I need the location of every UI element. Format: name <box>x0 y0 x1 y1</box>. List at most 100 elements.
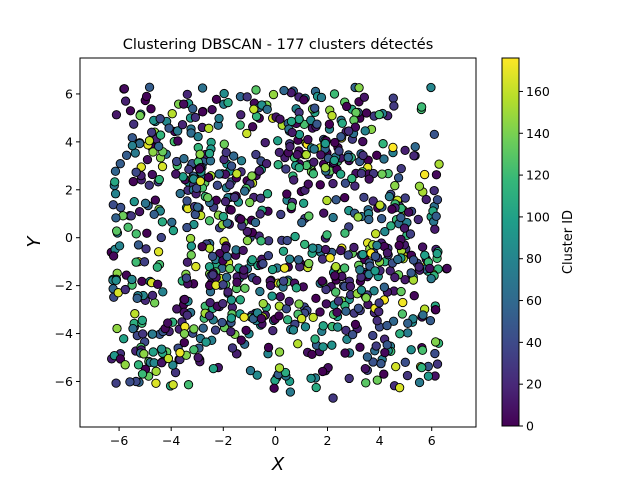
data-point <box>318 321 328 331</box>
data-point <box>372 150 382 160</box>
data-point <box>380 226 390 237</box>
data-point <box>276 209 286 220</box>
data-point <box>214 169 224 179</box>
data-point <box>285 254 295 264</box>
data-point <box>362 352 373 362</box>
data-point <box>256 236 266 246</box>
data-point <box>343 152 353 163</box>
data-point <box>388 316 399 326</box>
data-point <box>130 309 140 319</box>
data-point <box>343 250 353 260</box>
data-point <box>431 170 442 180</box>
data-point <box>154 141 164 152</box>
data-point <box>119 334 129 344</box>
data-point <box>167 109 177 119</box>
data-point <box>311 382 321 393</box>
data-point <box>288 325 299 335</box>
data-point <box>189 324 199 334</box>
data-point <box>414 181 425 191</box>
data-point <box>247 255 257 265</box>
data-point <box>299 95 309 105</box>
data-point <box>360 364 370 374</box>
data-point <box>279 85 289 96</box>
data-point <box>175 348 185 358</box>
data-point <box>282 189 292 199</box>
colorbar-label: Cluster ID <box>561 210 576 274</box>
data-point <box>408 255 419 265</box>
data-point <box>333 322 343 332</box>
data-point <box>331 287 341 297</box>
data-point <box>304 258 314 269</box>
data-point <box>347 173 357 184</box>
colorbar-tick-label: 140 <box>526 126 550 141</box>
data-point <box>294 299 304 309</box>
data-point <box>331 261 341 272</box>
data-point <box>368 196 378 206</box>
data-point <box>339 263 350 273</box>
data-point <box>179 154 189 164</box>
data-point <box>121 150 132 160</box>
data-point <box>110 189 121 199</box>
data-point <box>204 216 215 226</box>
data-point <box>132 293 142 303</box>
data-point <box>395 329 405 339</box>
data-point <box>182 222 192 233</box>
data-point <box>300 239 310 249</box>
data-point <box>146 127 157 137</box>
data-point <box>274 347 285 357</box>
data-point <box>356 168 367 179</box>
data-point <box>127 274 137 285</box>
data-point <box>208 270 218 280</box>
data-point <box>359 92 370 102</box>
data-point <box>179 329 190 339</box>
data-point <box>142 228 152 238</box>
data-point <box>110 166 121 176</box>
data-point <box>125 377 135 387</box>
data-point <box>171 169 181 179</box>
data-point <box>281 164 291 174</box>
colorbar-tick-label: 160 <box>526 84 550 99</box>
data-point <box>345 281 356 291</box>
data-point <box>331 195 341 205</box>
data-point <box>179 337 189 348</box>
data-point <box>269 383 279 393</box>
data-point <box>341 101 352 112</box>
data-point <box>387 204 397 214</box>
data-point <box>329 155 339 166</box>
data-point <box>293 255 304 265</box>
y-tick-label: 4 <box>65 134 73 149</box>
colorbar-tick-label: 0 <box>526 419 534 434</box>
data-point <box>320 138 330 149</box>
data-point <box>120 360 130 370</box>
data-point <box>138 329 148 339</box>
data-point <box>180 294 190 305</box>
data-point <box>150 195 161 205</box>
data-point <box>111 110 122 120</box>
data-point <box>379 282 389 292</box>
data-point <box>155 130 166 140</box>
data-point <box>318 342 328 352</box>
data-point <box>317 254 328 264</box>
x-tick-label: 6 <box>428 433 436 448</box>
data-point <box>329 89 340 99</box>
data-point <box>207 251 218 262</box>
data-point <box>135 110 145 121</box>
data-point <box>134 206 145 217</box>
data-point <box>141 91 152 102</box>
data-point <box>157 161 168 172</box>
data-point <box>273 136 283 146</box>
data-point <box>347 329 358 340</box>
data-point <box>112 323 122 334</box>
data-point <box>250 217 261 228</box>
data-point <box>258 259 268 269</box>
data-point <box>388 142 398 153</box>
data-point <box>247 171 257 181</box>
data-point <box>307 349 317 360</box>
data-point <box>235 295 245 305</box>
data-point <box>251 85 261 95</box>
data-point <box>278 246 289 256</box>
data-point <box>172 304 182 314</box>
data-point <box>372 240 382 251</box>
data-point <box>239 265 249 275</box>
data-point <box>384 191 395 202</box>
